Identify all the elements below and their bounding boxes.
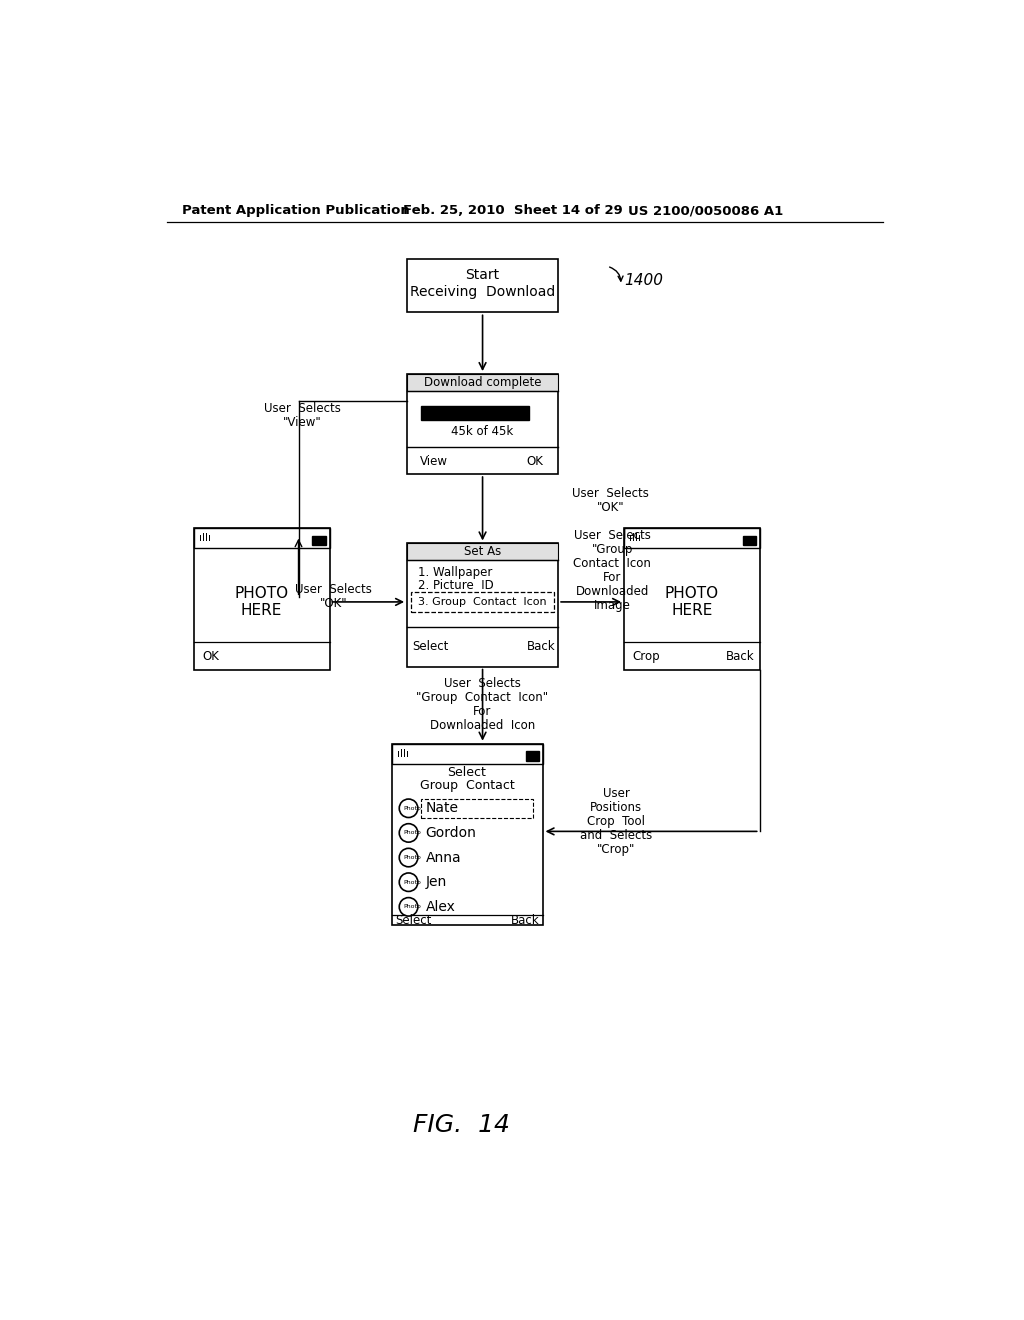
Bar [407, 544, 558, 667]
Text: Photo: Photo [403, 855, 421, 861]
Text: Photo: Photo [403, 805, 421, 810]
Text: Back: Back [526, 640, 555, 653]
Bar [312, 536, 326, 545]
Text: Feb. 25, 2010  Sheet 14 of 29: Feb. 25, 2010 Sheet 14 of 29 [403, 205, 623, 218]
Text: 2. Picture  ID: 2. Picture ID [418, 579, 494, 593]
Bar [194, 528, 330, 548]
Text: ıllı: ıllı [630, 533, 641, 543]
Text: Set As: Set As [464, 545, 501, 558]
Text: US 2100/0050086 A1: US 2100/0050086 A1 [628, 205, 783, 218]
Text: Gordon: Gordon [426, 826, 476, 840]
Text: Back: Back [511, 915, 540, 927]
Bar [391, 743, 543, 924]
Text: Download complete: Download complete [424, 376, 542, 389]
Bar [525, 751, 539, 760]
Circle shape [399, 799, 418, 817]
Text: User  Selects: User Selects [573, 529, 651, 543]
Text: Crop: Crop [632, 649, 659, 663]
Text: Start: Start [466, 268, 500, 282]
Bar [624, 528, 760, 671]
Text: "View": "View" [283, 416, 322, 429]
Text: View: View [420, 454, 449, 467]
Text: Alex: Alex [426, 900, 456, 913]
Circle shape [399, 824, 418, 842]
Text: User  Selects: User Selects [444, 677, 521, 690]
Circle shape [399, 898, 418, 916]
Text: Group  Contact: Group Contact [420, 779, 514, 792]
Text: OK: OK [203, 649, 219, 663]
Bar [407, 544, 558, 561]
Text: Select: Select [447, 767, 486, 779]
Text: "OK": "OK" [319, 597, 347, 610]
Text: Downloaded  Icon: Downloaded Icon [430, 718, 536, 731]
Bar [194, 528, 330, 671]
Bar [742, 536, 756, 545]
Bar [411, 591, 554, 612]
Text: Image: Image [594, 598, 631, 611]
Text: Nate: Nate [426, 801, 459, 816]
Bar [407, 259, 558, 313]
Bar [407, 374, 558, 474]
Text: Anna: Anna [426, 850, 461, 865]
Text: FIG.  14: FIG. 14 [413, 1113, 510, 1137]
Text: "Group: "Group [592, 543, 633, 556]
Text: ıllı: ıllı [397, 748, 409, 759]
Text: HERE: HERE [241, 603, 283, 618]
Text: For: For [603, 570, 622, 583]
Text: "Group  Contact  Icon": "Group Contact Icon" [417, 690, 549, 704]
Text: Patent Application Publication: Patent Application Publication [182, 205, 410, 218]
Bar [421, 799, 534, 817]
Text: Photo: Photo [403, 904, 421, 909]
Text: 45k of 45k: 45k of 45k [452, 425, 514, 438]
Text: PHOTO: PHOTO [665, 586, 719, 601]
Text: Photo: Photo [403, 879, 421, 884]
Text: 3. Group  Contact  Icon: 3. Group Contact Icon [418, 597, 547, 607]
Text: Receiving  Download: Receiving Download [410, 285, 555, 300]
Text: ıllı: ıllı [200, 533, 211, 543]
Text: User  Selects: User Selects [264, 403, 341, 416]
Text: OK: OK [526, 454, 544, 467]
Text: "Crop": "Crop" [597, 842, 636, 855]
Bar [421, 407, 529, 420]
Bar [407, 374, 558, 391]
Text: "OK": "OK" [597, 500, 625, 513]
Text: Positions: Positions [590, 801, 642, 814]
Circle shape [399, 873, 418, 891]
Text: HERE: HERE [671, 603, 713, 618]
Text: User  Selects: User Selects [572, 487, 649, 500]
Text: Contact  Icon: Contact Icon [573, 557, 651, 570]
Text: Back: Back [726, 649, 755, 663]
Text: and  Selects: and Selects [581, 829, 652, 842]
Text: 1400: 1400 [624, 272, 663, 288]
Text: Select: Select [395, 915, 431, 927]
Text: Select: Select [412, 640, 449, 653]
Text: Photo: Photo [403, 830, 421, 836]
Circle shape [399, 849, 418, 867]
Text: PHOTO: PHOTO [234, 586, 289, 601]
Bar [624, 528, 760, 548]
Text: User  Selects: User Selects [295, 583, 372, 597]
Bar [391, 743, 543, 763]
Text: Jen: Jen [426, 875, 446, 890]
Text: User: User [603, 787, 630, 800]
Text: Crop  Tool: Crop Tool [587, 814, 645, 828]
Text: Downloaded: Downloaded [575, 585, 649, 598]
Text: For: For [473, 705, 492, 718]
Text: 1. Wallpaper: 1. Wallpaper [418, 566, 493, 579]
